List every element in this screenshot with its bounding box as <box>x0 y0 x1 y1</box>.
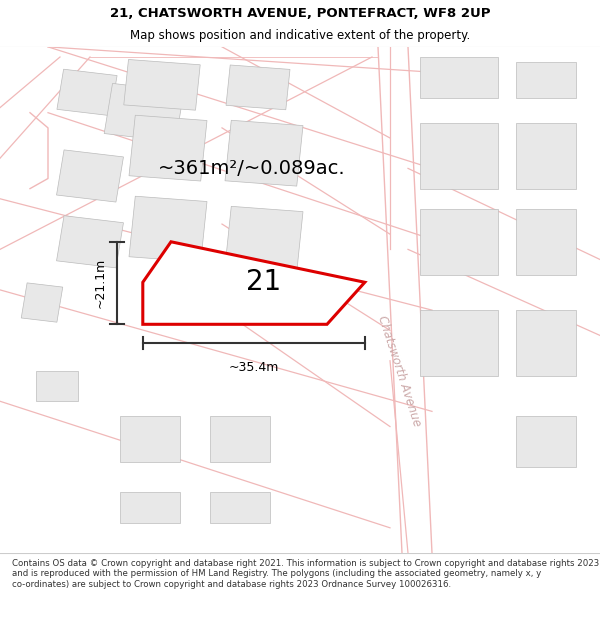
Bar <box>516 416 576 467</box>
Bar <box>225 206 303 272</box>
Bar <box>516 310 576 376</box>
Bar <box>120 416 180 462</box>
Bar <box>21 283 63 322</box>
Bar <box>210 416 270 462</box>
Text: ~361m²/~0.089ac.: ~361m²/~0.089ac. <box>158 159 346 178</box>
Bar <box>129 115 207 181</box>
Bar <box>225 120 303 186</box>
Bar <box>516 62 576 98</box>
Bar <box>57 69 117 116</box>
Bar <box>129 196 207 262</box>
Bar <box>124 59 200 110</box>
Text: Map shows position and indicative extent of the property.: Map shows position and indicative extent… <box>130 29 470 42</box>
Polygon shape <box>143 242 365 324</box>
Bar <box>516 209 576 275</box>
Bar <box>56 150 124 202</box>
Text: ~35.4m: ~35.4m <box>229 361 279 374</box>
Bar <box>420 209 498 275</box>
Bar <box>210 492 270 522</box>
Text: Contains OS data © Crown copyright and database right 2021. This information is : Contains OS data © Crown copyright and d… <box>12 559 599 589</box>
Bar <box>420 57 498 98</box>
Text: 21, CHATSWORTH AVENUE, PONTEFRACT, WF8 2UP: 21, CHATSWORTH AVENUE, PONTEFRACT, WF8 2… <box>110 7 490 19</box>
Text: Chatsworth Avenue: Chatsworth Avenue <box>375 314 423 428</box>
Bar <box>120 492 180 522</box>
Bar <box>226 65 290 110</box>
Text: 21: 21 <box>247 268 281 296</box>
Bar <box>516 122 576 189</box>
Bar <box>420 122 498 189</box>
Bar <box>420 310 498 376</box>
Bar <box>56 216 124 268</box>
Bar <box>104 83 184 142</box>
Bar <box>36 371 78 401</box>
Text: ~21.1m: ~21.1m <box>93 258 106 308</box>
